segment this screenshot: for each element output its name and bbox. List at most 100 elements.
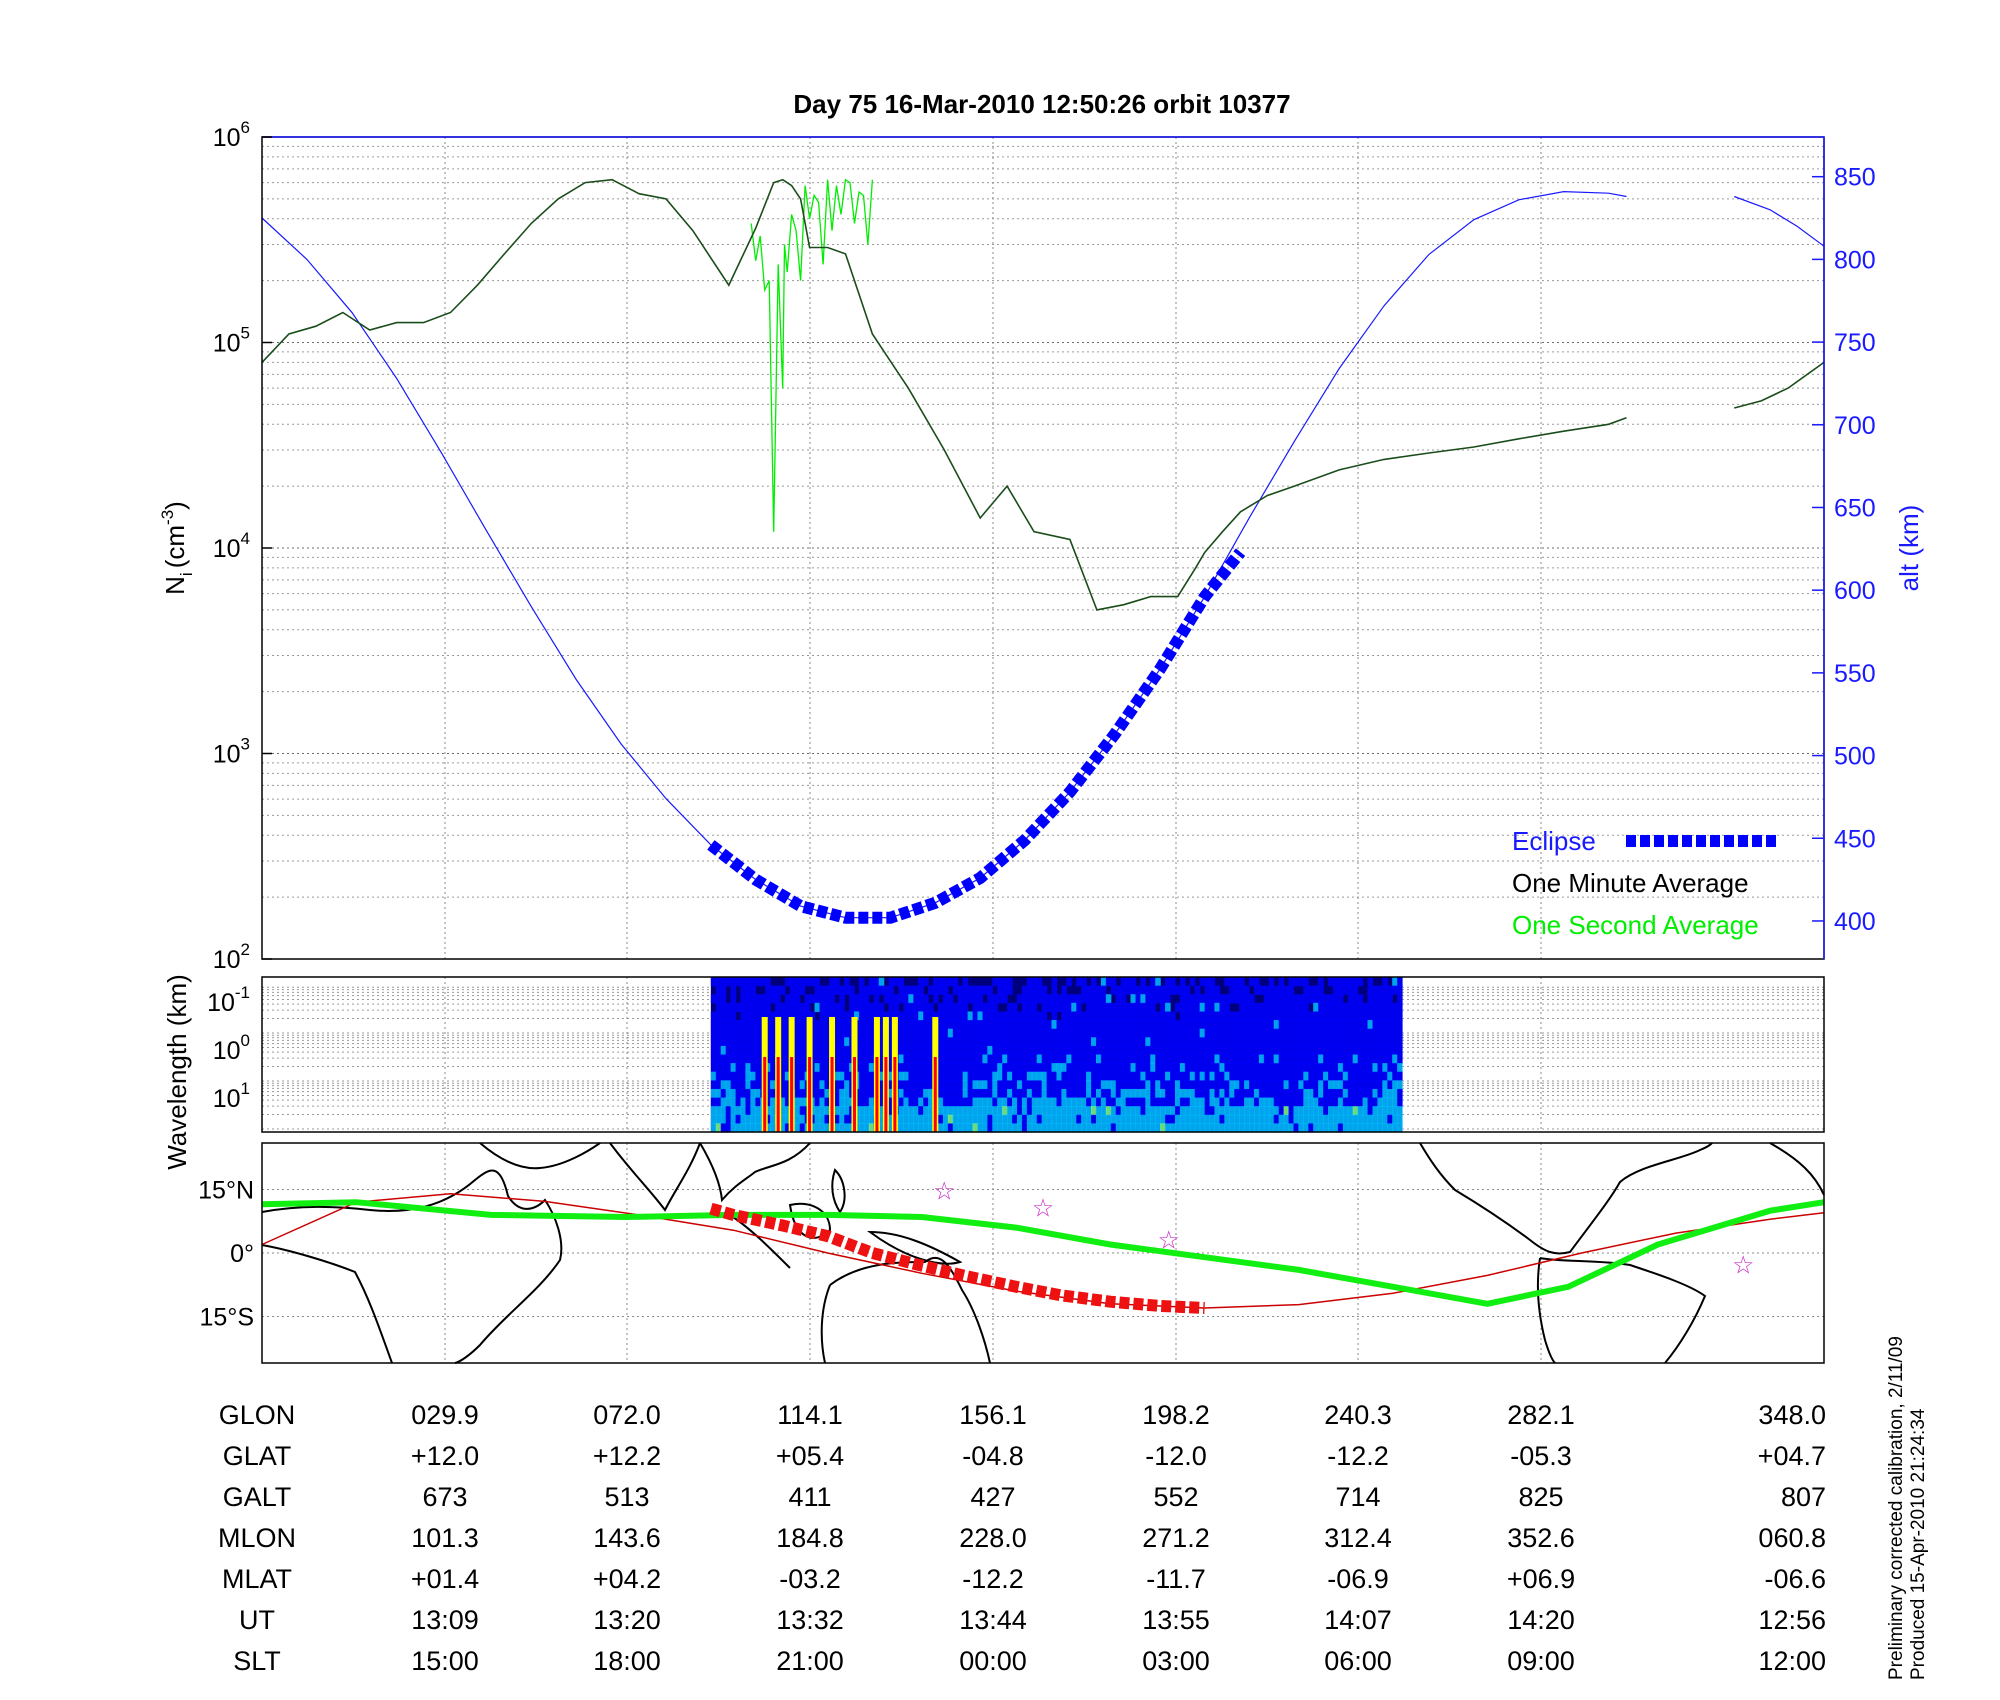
spectrogram-cell: [1244, 1097, 1250, 1107]
spectrogram-cell: [730, 1011, 737, 1021]
spectrogram-cell: [1140, 1054, 1146, 1064]
spectrogram-cell: [1012, 1114, 1018, 1124]
spectrogram-cell: [770, 1106, 776, 1116]
spectrogram-cell: [839, 1002, 845, 1013]
spectrogram-cell: [1165, 977, 1171, 987]
spectrogram-cell: [1244, 1011, 1250, 1021]
spectrogram-cell: [1283, 1028, 1290, 1038]
spectrogram-cell: [982, 985, 988, 995]
spectrogram-cell: [1120, 977, 1127, 987]
spectrogram-cell: [1125, 1054, 1132, 1064]
spectrogram-cell: [1125, 1063, 1132, 1073]
spectrogram-cell: [725, 1097, 732, 1107]
spectrogram-cell: [1268, 994, 1275, 1004]
spectrogram-cell: [1174, 1020, 1181, 1030]
spectrogram-cell: [903, 1028, 909, 1038]
spectrogram-cell: [992, 1080, 998, 1090]
table-cell: 13:20: [593, 1605, 661, 1635]
spectrogram-cell: [1204, 1080, 1211, 1090]
spectrogram-cell: [1160, 1063, 1166, 1073]
spectrogram-cell: [908, 1037, 914, 1047]
spectrogram-cell: [1367, 1071, 1374, 1081]
spectrogram-cell: [1239, 994, 1245, 1004]
spectrogram-cell: [1372, 1011, 1378, 1021]
spectrogram-cell: [977, 994, 984, 1004]
spectrogram-cell: [1051, 1020, 1058, 1030]
spectrogram-cell: [799, 1037, 806, 1047]
spectrogram-cell: [952, 1106, 959, 1116]
spectrogram-cell: [863, 994, 870, 1004]
spectrogram-cell: [1036, 1097, 1043, 1107]
spectrogram-cell: [888, 1045, 895, 1056]
spectrogram-cell: [735, 1054, 742, 1064]
spectrogram-cell: [1382, 977, 1388, 987]
spectrogram-cell: [1332, 1114, 1339, 1124]
spectrogram-cell: [1323, 1002, 1329, 1013]
table-cell: +05.4: [776, 1441, 844, 1471]
spectrogram-cell: [1155, 1020, 1161, 1030]
spectrogram-cell: [992, 1045, 998, 1056]
spectrogram-cell: [1002, 1071, 1008, 1081]
spectrogram-cell: [1313, 1071, 1319, 1081]
spectrogram-cell: [937, 985, 944, 995]
spectrogram-cell: [755, 977, 761, 987]
spectrogram-cell: [937, 1045, 944, 1056]
spectrogram-cell: [1130, 1088, 1137, 1099]
spectrogram-cell: [997, 1063, 1003, 1073]
spectrogram-cell: [715, 1063, 722, 1073]
spectrogram-cell: [1150, 1114, 1156, 1124]
spectrogram-cell: [745, 1063, 751, 1073]
spectrogram-cell: [918, 1028, 924, 1038]
spectrogram-cell: [1051, 1011, 1058, 1021]
spectrogram-cell: [829, 994, 835, 1004]
spectrogram-cell: [1234, 1071, 1240, 1081]
spectrogram-cell: [1347, 1037, 1354, 1047]
spectrogram-cell: [1021, 1080, 1028, 1090]
spectrogram-cell: [1377, 1054, 1383, 1064]
spectrogram-cell: [844, 1071, 850, 1081]
spectrogram-cell: [1214, 1106, 1220, 1116]
spectrogram-cell: [888, 1020, 895, 1030]
spectrogram-cell: [1100, 1045, 1107, 1056]
spectrogram-cell: [1016, 1028, 1023, 1038]
spectrogram-cell: [1357, 1106, 1364, 1116]
spectrogram-cell: [765, 1054, 771, 1064]
spectrogram-cell: [1377, 1080, 1383, 1090]
spectrogram-cell: [1091, 977, 1097, 987]
spectrogram-cell: [1387, 1063, 1393, 1073]
spectrogram-cell: [1086, 1080, 1092, 1090]
spectrogram-cell: [755, 1088, 761, 1099]
spectrogram-cell: [824, 1037, 830, 1047]
spectrogram-cell: [1323, 1071, 1329, 1081]
spectrogram-cell: [1214, 1123, 1220, 1133]
spectrogram-cell: [1056, 1045, 1063, 1056]
spectrogram-cell: [982, 1114, 988, 1124]
spectrogram-cell: [1031, 1028, 1038, 1038]
spectrogram-cell: [735, 1002, 742, 1013]
spectrogram-cell: [819, 1063, 826, 1073]
spectrogram-cell: [1367, 977, 1374, 987]
coastline-india: [609, 1142, 701, 1212]
spectrogram-cell: [888, 1037, 895, 1047]
spectrogram-cell: [937, 1114, 944, 1124]
spectrogram-cell: [952, 1028, 959, 1038]
spectrogram-cell: [1125, 1045, 1132, 1056]
spectrogram-cell: [1204, 1028, 1211, 1038]
spectrogram-cell: [775, 994, 781, 1004]
spectrogram-cell: [1298, 1106, 1304, 1116]
spectrogram-cell: [1189, 1054, 1196, 1064]
spectrogram-cell: [809, 977, 816, 987]
spectrogram-cell: [804, 994, 811, 1004]
spectrogram-cell: [1036, 1071, 1043, 1081]
spectrogram-cell: [1194, 1063, 1201, 1073]
spectrogram-cell: [937, 1002, 944, 1013]
spectrogram-cell: [765, 1020, 771, 1030]
spectrogram-cell: [903, 1020, 909, 1030]
spectrogram-burst-core: [884, 1057, 888, 1132]
spectrogram-cell: [1105, 1114, 1112, 1124]
spectrogram-cell: [1278, 1063, 1285, 1073]
spectrogram-cell: [1184, 1011, 1191, 1021]
spectrogram-cell: [908, 1071, 914, 1081]
spectrogram-cell: [1352, 1054, 1359, 1064]
spectrogram-cell: [1199, 1123, 1206, 1133]
